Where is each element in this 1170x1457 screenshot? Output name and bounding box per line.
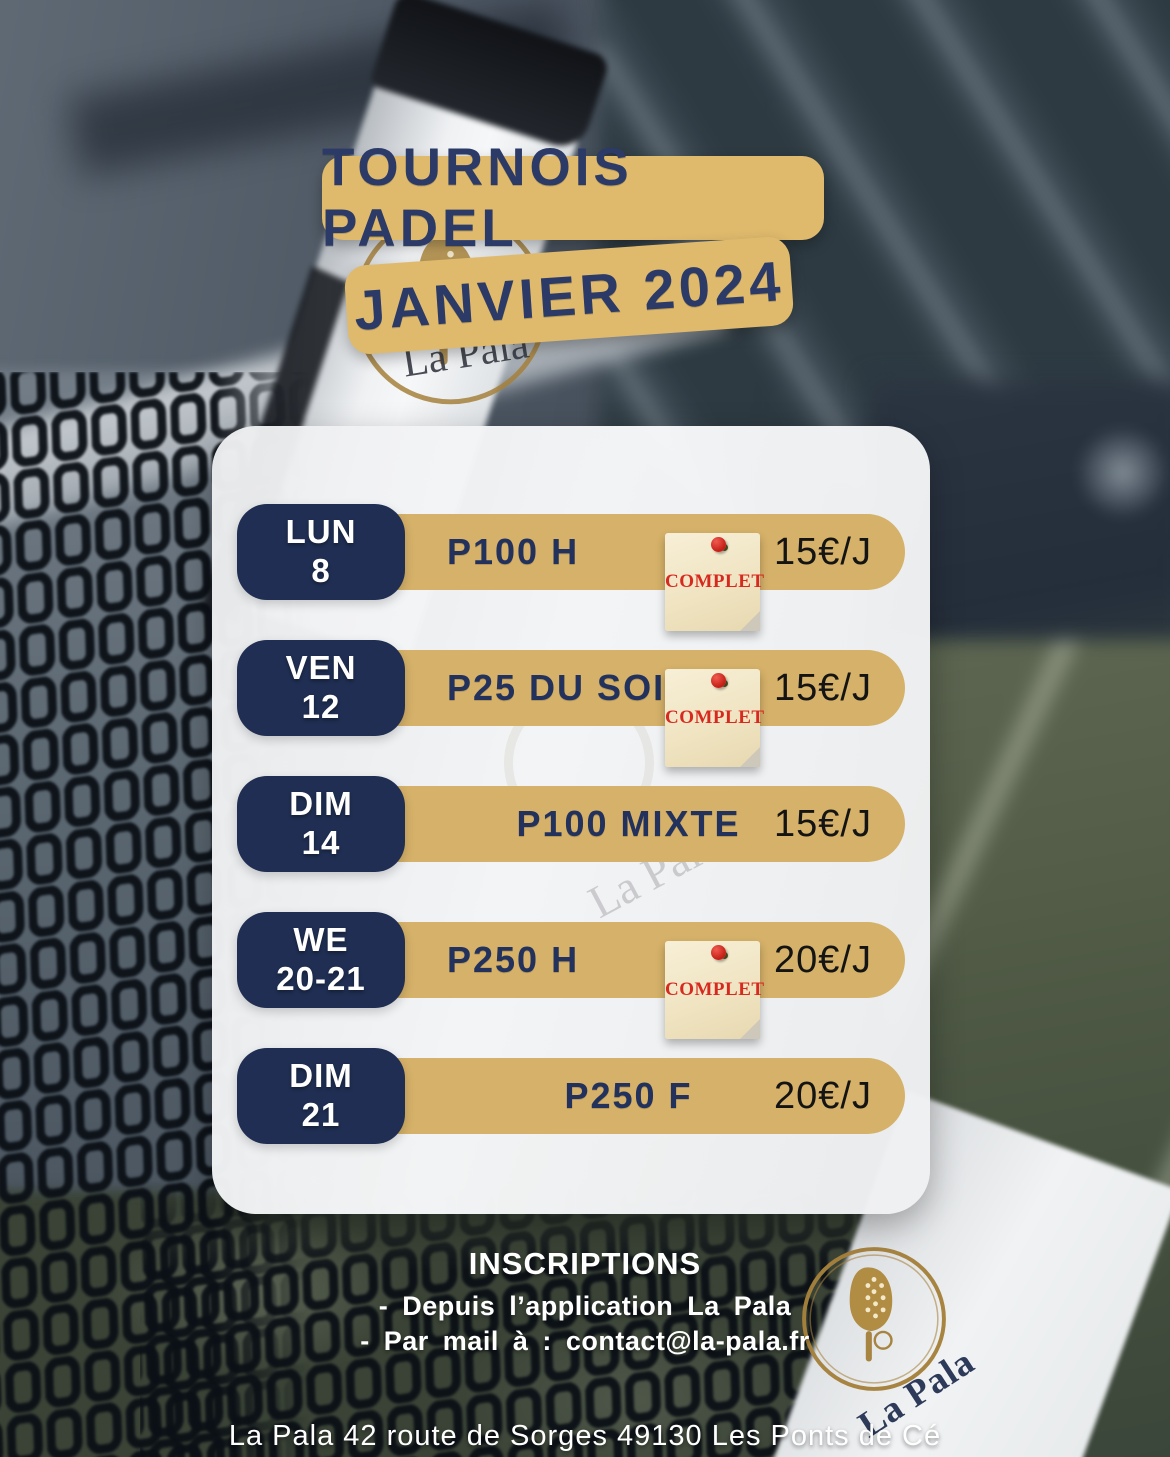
event-label: P100 H <box>447 531 580 572</box>
schedule-row: P100 MIXTE 15€/J DIM 14 <box>237 776 905 872</box>
event-bar <box>352 650 905 726</box>
event-price: 15€/J <box>774 802 872 845</box>
day-name: VEN <box>285 649 357 687</box>
day-name: DIM <box>289 1057 353 1095</box>
schedule-card: La Pala P100 H 15€/J LUN 8 COMPLET P25 D… <box>212 426 930 1214</box>
inscription-mail-line: - Par mail à : contact@la-pala.fr <box>360 1326 810 1356</box>
complet-label: COMPLET <box>665 979 765 1000</box>
event-price: 15€/J <box>774 530 872 573</box>
poster-title: TOURNOIS PADEL <box>322 138 633 258</box>
complet-sticky-note: COMPLET <box>665 533 765 631</box>
club-address: La Pala 42 route de Sorges 49130 Les Pon… <box>228 1420 942 1452</box>
note-fold <box>740 1019 760 1039</box>
event-label: P250 H <box>447 939 580 980</box>
inscription-app-line: - Depuis l’application La Pala <box>378 1291 792 1321</box>
day-date: 21 <box>301 1096 341 1133</box>
schedule-row: P100 H 15€/J LUN 8 COMPLET <box>237 504 905 631</box>
event-label: P25 DU SOIR <box>447 667 694 708</box>
complet-sticky-note: COMPLET <box>665 669 765 767</box>
event-price: 20€/J <box>774 938 872 981</box>
day-date: 12 <box>301 688 341 725</box>
complet-label: COMPLET <box>665 571 765 592</box>
schedule-row: P250 H 20€/J WE 20-21 COMPLET <box>237 912 905 1039</box>
day-date: 20-21 <box>276 960 366 997</box>
event-price: 15€/J <box>774 666 872 709</box>
event-price: 20€/J <box>774 1074 872 1117</box>
poster-subtitle: JANVIER 2024 <box>351 249 787 342</box>
day-pill: WE 20-21 <box>237 912 405 1008</box>
day-pill: LUN 8 <box>237 504 405 600</box>
day-date: 8 <box>311 552 331 589</box>
day-name: WE <box>293 921 349 959</box>
day-pill: DIM 21 <box>237 1048 405 1144</box>
pushpin-icon <box>710 537 726 552</box>
pushpin-icon <box>710 673 726 688</box>
complet-sticky-note: COMPLET <box>665 941 765 1039</box>
pushpin-icon <box>710 945 726 960</box>
schedule-row: P25 DU SOIR 15€/J VEN 12 COMPLET <box>237 640 905 767</box>
event-bar <box>352 922 905 998</box>
event-bar <box>352 1058 905 1134</box>
complet-label: COMPLET <box>665 707 765 728</box>
bokeh-light <box>1075 425 1170 520</box>
schedule-row: P250 F 20€/J DIM 21 <box>237 1048 905 1144</box>
day-name: DIM <box>289 785 353 823</box>
note-fold <box>740 611 760 631</box>
day-date: 14 <box>301 824 341 861</box>
event-label: P250 F <box>564 1075 693 1116</box>
la-pala-logo <box>802 1247 946 1391</box>
event-bar <box>352 786 905 862</box>
padel-racket-icon <box>849 1267 893 1362</box>
event-label: P100 MIXTE <box>516 803 741 844</box>
event-bar <box>352 514 905 590</box>
day-pill: VEN 12 <box>237 640 405 736</box>
title-banner: TOURNOIS PADEL <box>322 138 824 258</box>
note-fold <box>740 747 760 767</box>
day-name: LUN <box>285 513 357 551</box>
inscriptions-title: INSCRIPTIONS <box>468 1246 702 1281</box>
day-pill: DIM 14 <box>237 776 405 872</box>
